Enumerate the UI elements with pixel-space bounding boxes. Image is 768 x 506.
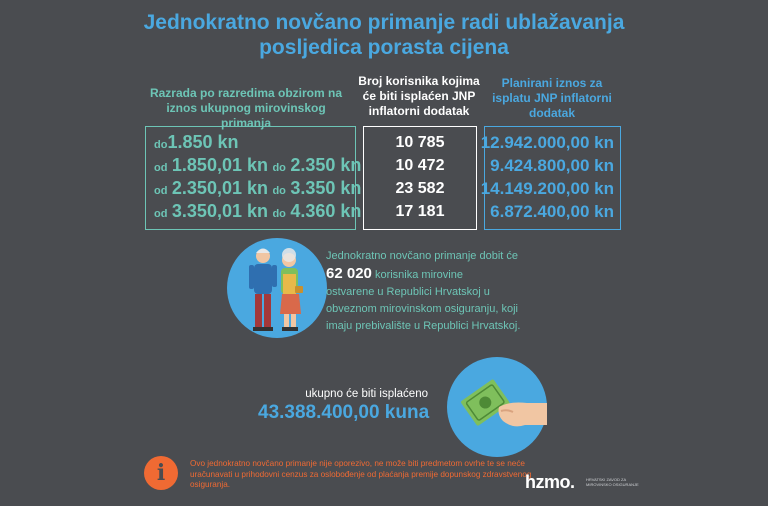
info-line-4: obveznom mirovinskom osiguranju, koji [326, 303, 518, 315]
payment-illustration [447, 357, 547, 457]
pensioners-illustration [227, 238, 327, 338]
money-hand-icon [461, 379, 547, 427]
header-amounts: Planirani iznos za isplatu JNP inflatorn… [492, 76, 612, 120]
amount-value: 12.942.000,00 kn [480, 133, 614, 152]
range-from-word: od [154, 162, 168, 174]
range-to: 4.360 kn [290, 201, 362, 221]
counts-box: 10 785 10 472 23 582 17 181 [363, 126, 477, 230]
amount-value: 6.872.400,00 kn [490, 202, 614, 221]
range-row: od 1.850,01 kn do 2.350 kn [154, 155, 361, 177]
page-title: Jednokratno novčano primanje radi ublaža… [0, 10, 768, 60]
count-value: 10 472 [395, 157, 445, 174]
range-from-word: od [154, 185, 168, 197]
range-from: 2.350,01 kn [171, 178, 268, 198]
count-value: 23 582 [395, 180, 445, 197]
info-icon: i [144, 456, 178, 490]
hzmo-logo: hzmo. [525, 472, 575, 492]
title-line-1: Jednokratno novčano primanje radi ublaža… [143, 11, 625, 34]
count-value: 17 181 [395, 203, 445, 220]
amount-value: 9.424.800,00 kn [490, 156, 614, 175]
info-line-1: Jednokratno novčano primanje dobit će [326, 250, 519, 262]
range-to: 3.350 kn [290, 178, 362, 198]
range-from: 3.350,01 kn [171, 201, 268, 221]
hzmo-logo-subtitle: HRVATSKI ZAVOD ZA MIROVINSKO OSIGURANJE [586, 477, 639, 487]
info-line-5: imaju prebivalište u Republici Hrvatskoj… [326, 320, 521, 332]
amounts-box: 12.942.000,00 kn 9.424.800,00 kn 14.149.… [480, 126, 621, 230]
tax-note: Ovo jednokratno novčano primanje nije op… [190, 459, 532, 489]
beneficiaries-count: 62 020 [326, 265, 372, 282]
total-value: 43.388.400,00 kuna [258, 402, 430, 423]
range-from-word: do [154, 139, 168, 151]
total-label: ukupno će biti isplaćeno [305, 388, 428, 400]
info-line-2-rest: korisnika mirovine [374, 269, 463, 281]
range-to-word: do [272, 162, 286, 174]
header-counts: Broj korisnika kojima će biti isplaćen J… [358, 74, 480, 118]
range-row: do1.850 kn [154, 132, 239, 154]
range-to-word: do [272, 185, 286, 197]
info-line-2: 62 020 korisnika mirovine [326, 265, 586, 284]
range-to: 2.350 kn [290, 155, 362, 175]
header-ranges: Razrada po razredima obzirom na iznos uk… [149, 86, 343, 130]
amount-value: 14.149.200,00 kn [480, 179, 614, 198]
info-line-3: ostvarene u Republici Hrvatskoj u [326, 286, 490, 298]
range-to-word: do [272, 208, 286, 220]
range-from-word: od [154, 208, 168, 220]
range-row: od 3.350,01 kn do 4.360 kn [154, 201, 361, 223]
range-from: 1.850 kn [167, 132, 239, 152]
count-value: 10 785 [395, 134, 445, 151]
elderly-couple-icon [249, 248, 303, 331]
range-from: 1.850,01 kn [171, 155, 268, 175]
range-row: od 2.350,01 kn do 3.350 kn [154, 178, 361, 200]
ranges-box: do1.850 kn od 1.850,01 kn do 2.350 kn od… [145, 126, 361, 230]
beneficiaries-info: Jednokratno novčano primanje dobit će 62… [326, 248, 586, 335]
title-line-2: posljedica porasta cijena [259, 36, 509, 59]
